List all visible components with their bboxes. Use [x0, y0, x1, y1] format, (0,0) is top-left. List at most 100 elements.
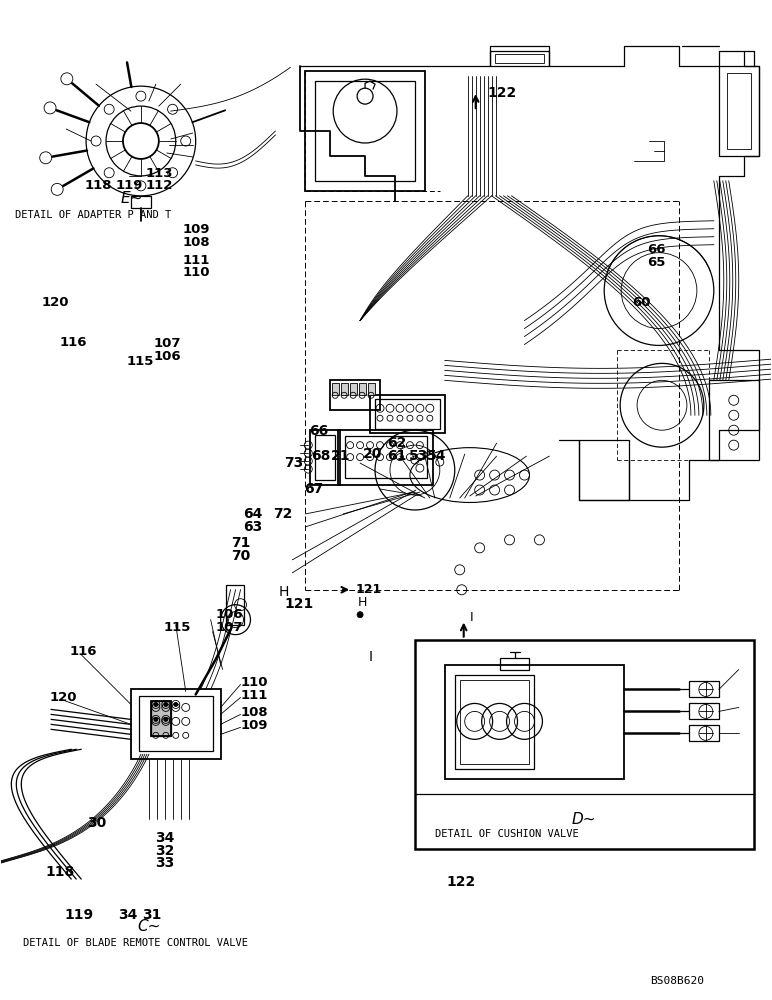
Bar	[415, 640, 753, 849]
Text: 34: 34	[155, 831, 174, 845]
Text: 108: 108	[241, 706, 268, 719]
Text: 110: 110	[183, 266, 211, 279]
Text: 120: 120	[49, 691, 76, 704]
Text: H: H	[358, 596, 367, 609]
Text: 66: 66	[648, 243, 666, 256]
Text: 110: 110	[241, 676, 268, 689]
Circle shape	[174, 702, 178, 706]
Text: 108: 108	[183, 236, 211, 249]
Circle shape	[164, 717, 168, 721]
Bar	[709, 380, 759, 460]
Text: 64: 64	[243, 507, 262, 521]
Text: 107: 107	[154, 337, 181, 350]
Text: 71: 71	[232, 536, 251, 550]
Bar	[131, 196, 151, 208]
Bar	[445, 665, 624, 779]
Bar	[345, 436, 427, 478]
Circle shape	[357, 612, 363, 618]
Text: 121: 121	[355, 583, 381, 596]
Text: 68: 68	[311, 449, 330, 463]
Text: 65: 65	[648, 256, 666, 269]
Text: I: I	[368, 650, 372, 664]
Text: 112: 112	[146, 179, 174, 192]
Text: 115: 115	[127, 355, 154, 368]
Text: I: I	[469, 611, 473, 624]
Bar	[375, 399, 440, 429]
Text: 63: 63	[243, 520, 262, 534]
Text: 70: 70	[232, 549, 251, 563]
Text: 122: 122	[447, 875, 476, 889]
Text: 54: 54	[427, 449, 446, 463]
Text: 73: 73	[284, 456, 303, 470]
Text: 121: 121	[284, 597, 313, 611]
Bar	[310, 430, 340, 485]
Text: H: H	[279, 585, 290, 599]
Text: D~: D~	[572, 812, 597, 827]
Bar	[151, 701, 171, 736]
Text: 111: 111	[183, 254, 210, 267]
Bar	[495, 54, 544, 63]
Text: DETAIL OF ADAPTER P AND T: DETAIL OF ADAPTER P AND T	[15, 210, 171, 220]
Bar	[305, 71, 425, 191]
Text: 119: 119	[115, 179, 143, 192]
Text: 61: 61	[387, 449, 406, 463]
Text: DETAIL OF CUSHION VALVE: DETAIL OF CUSHION VALVE	[435, 829, 578, 839]
Bar	[689, 681, 719, 697]
Bar	[139, 696, 212, 751]
Text: 120: 120	[42, 296, 69, 309]
Bar	[499, 658, 530, 670]
Bar	[719, 66, 759, 156]
Text: 30: 30	[87, 816, 107, 830]
Bar	[370, 395, 445, 433]
Bar	[332, 383, 339, 395]
Bar	[460, 680, 530, 764]
Bar	[330, 380, 380, 410]
Text: 122: 122	[488, 86, 517, 100]
Bar	[131, 689, 221, 759]
Text: 116: 116	[69, 645, 96, 658]
Text: 118: 118	[84, 179, 112, 192]
Bar	[726, 73, 750, 149]
Text: 33: 33	[155, 856, 174, 870]
Text: 118: 118	[46, 865, 74, 879]
Text: E~: E~	[121, 191, 144, 206]
Text: 21: 21	[330, 449, 350, 463]
Text: 106: 106	[215, 608, 243, 621]
Text: 20: 20	[363, 447, 382, 461]
Text: 115: 115	[164, 621, 191, 634]
Text: 106: 106	[154, 350, 181, 363]
Bar	[315, 81, 415, 181]
Bar	[489, 51, 550, 66]
Text: 72: 72	[273, 507, 293, 521]
Bar	[338, 430, 433, 485]
Bar	[315, 435, 335, 480]
Text: 60: 60	[632, 296, 651, 309]
Text: 67: 67	[303, 482, 323, 496]
Text: 31: 31	[142, 908, 161, 922]
Text: 111: 111	[241, 689, 268, 702]
Text: 66: 66	[309, 424, 328, 438]
Bar	[689, 725, 719, 741]
Bar	[359, 383, 366, 395]
Text: 53: 53	[409, 449, 428, 463]
Text: 107: 107	[215, 621, 243, 634]
Bar	[341, 383, 348, 395]
Text: 62: 62	[387, 436, 406, 450]
Text: 116: 116	[59, 336, 86, 349]
Text: 109: 109	[183, 223, 211, 236]
Text: 113: 113	[146, 167, 174, 180]
Text: 119: 119	[65, 908, 93, 922]
Bar	[368, 383, 375, 395]
Bar	[225, 585, 243, 625]
Text: 32: 32	[155, 844, 174, 858]
Bar	[689, 703, 719, 719]
Text: DETAIL OF BLADE REMOTE CONTROL VALVE: DETAIL OF BLADE REMOTE CONTROL VALVE	[23, 938, 249, 948]
Bar	[455, 675, 534, 769]
Circle shape	[154, 717, 157, 721]
Text: 34: 34	[118, 908, 137, 922]
Bar	[579, 440, 629, 500]
Circle shape	[164, 702, 168, 706]
Bar	[151, 701, 171, 736]
Text: BS08B620: BS08B620	[650, 976, 704, 986]
Bar	[350, 383, 357, 395]
